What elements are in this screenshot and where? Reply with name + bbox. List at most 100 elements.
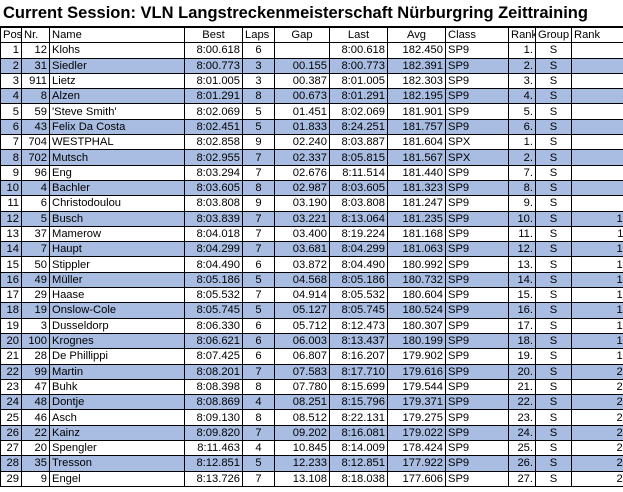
cell-best: 8:13.726 (184, 470, 243, 487)
cell-class-rank: 21. (508, 378, 536, 396)
cell-laps: 5 (242, 118, 275, 136)
cell-last: 8:00.773 (329, 57, 388, 74)
cell-class: SP9 (445, 57, 509, 74)
cell-class: SP9 (445, 394, 509, 411)
cell-best: 8:04.490 (184, 256, 243, 273)
cell-avg: 181.168 (387, 225, 446, 243)
cell-class: SP9 (445, 271, 509, 289)
cell-gap: 02.676 (274, 164, 330, 181)
cell-last: 8:22.131 (329, 409, 388, 426)
cell-name: Martin (49, 363, 185, 380)
cell-gap: 02.240 (274, 134, 330, 151)
col-header-group-rank: Rank (571, 26, 623, 44)
cell-pos: 5 (0, 103, 22, 120)
cell-name: Engel (49, 470, 185, 487)
cell-nr: 37 (21, 225, 50, 243)
cell-class-rank: 1. (508, 42, 536, 59)
cell-nr: 46 (21, 409, 50, 426)
cell-best: 8:08.398 (184, 378, 243, 396)
cell-best: 8:02.955 (184, 149, 243, 166)
cell-class: SP9 (445, 88, 509, 105)
cell-group-rank: 19. (571, 348, 623, 365)
cell-nr: 28 (21, 348, 50, 365)
cell-avg: 182.195 (387, 88, 446, 105)
cell-class-rank: 24. (508, 424, 536, 442)
cell-last: 8:19.224 (329, 225, 388, 243)
cell-group-rank: 1. (571, 134, 623, 151)
cell-class-rank: 25. (508, 440, 536, 457)
table-row: 16 49 Müller 8:05.186 5 04.568 8:05.186 180.732… (0, 271, 623, 289)
cell-best: 8:03.808 (184, 195, 243, 212)
cell-avg: 180.524 (387, 302, 446, 319)
cell-last: 8:05.532 (329, 287, 388, 304)
cell-class: SP9 (445, 195, 509, 212)
col-header-class: Class (445, 26, 509, 44)
cell-last: 8:05.745 (329, 302, 388, 319)
cell-nr: 48 (21, 394, 50, 411)
cell-class-rank: 2. (508, 57, 536, 74)
cell-nr: 19 (21, 302, 50, 319)
cell-pos: 10 (0, 179, 22, 197)
cell-laps: 9 (242, 134, 275, 151)
results-body: 112Klohs8:00.61868:00.618182.450SP91.S1.… (0, 42, 623, 487)
cell-group: S (535, 179, 572, 197)
cell-class: SP9 (445, 317, 509, 334)
table-row: 21 28 De Phillippi 8:07.425 6 06.807 8:16.207 1… (0, 348, 623, 365)
cell-class: SP9 (445, 424, 509, 442)
cell-group: S (535, 348, 572, 365)
cell-group-rank: 14. (571, 271, 623, 289)
cell-avg: 181.063 (387, 241, 446, 258)
cell-nr: 702 (21, 149, 50, 166)
cell-laps: 6 (242, 42, 275, 59)
cell-class: SPX (445, 149, 509, 166)
cell-group: S (535, 256, 572, 273)
cell-nr: 100 (21, 332, 50, 350)
cell-group: S (535, 302, 572, 319)
cell-pos: 16 (0, 271, 22, 289)
cell-avg: 180.307 (387, 317, 446, 334)
cell-laps: 7 (242, 164, 275, 181)
cell-nr: 47 (21, 378, 50, 396)
cell-laps: 3 (242, 72, 275, 90)
cell-pos: 25 (0, 409, 22, 426)
cell-laps: 6 (242, 332, 275, 350)
cell-avg: 179.902 (387, 348, 446, 365)
cell-group-rank: 7. (571, 164, 623, 181)
cell-name: Buhk (49, 378, 185, 396)
cell-pos: 24 (0, 394, 22, 411)
cell-name: 'Steve Smith' (49, 103, 185, 120)
cell-class-rank: 17. (508, 317, 536, 334)
cell-best: 8:04.299 (184, 241, 243, 258)
table-row: 10 4 Bachler 8:03.605 8 02.987 8:03.605 181.323… (0, 179, 623, 197)
cell-gap: 04.914 (274, 287, 330, 304)
cell-class-rank: 13. (508, 256, 536, 273)
cell-group-rank: 6. (571, 118, 623, 136)
cell-gap: 01.451 (274, 103, 330, 120)
cell-avg: 181.901 (387, 103, 446, 120)
cell-class-rank: 19. (508, 348, 536, 365)
cell-pos: 22 (0, 363, 22, 380)
cell-avg: 181.567 (387, 149, 446, 166)
cell-avg: 181.757 (387, 118, 446, 136)
cell-laps: 7 (242, 363, 275, 380)
cell-laps: 8 (242, 378, 275, 396)
cell-avg: 180.604 (387, 287, 446, 304)
cell-group-rank: 21. (571, 378, 623, 396)
cell-class: SP9 (445, 332, 509, 350)
cell-class: SP9 (445, 348, 509, 365)
cell-pos: 6 (0, 118, 22, 136)
col-header-nr: Nr. (21, 26, 50, 44)
cell-avg: 179.275 (387, 409, 446, 426)
cell-last: 8:17.710 (329, 363, 388, 380)
cell-name: WESTPHAL (49, 134, 185, 151)
cell-last: 8:04.490 (329, 256, 388, 273)
cell-class: SP9 (445, 256, 509, 273)
cell-nr: 43 (21, 118, 50, 136)
table-row: 20 100 Krognes 8:06.621 6 06.003 8:13.437 180.1… (0, 332, 623, 350)
cell-class-rank: 3. (508, 72, 536, 90)
cell-name: Spengler (49, 440, 185, 457)
table-row: 25 46 Asch 8:09.130 8 08.512 8:22.131 179.275 SP… (0, 409, 623, 426)
cell-best: 8:00.773 (184, 57, 243, 74)
cell-class-rank: 8. (508, 179, 536, 197)
